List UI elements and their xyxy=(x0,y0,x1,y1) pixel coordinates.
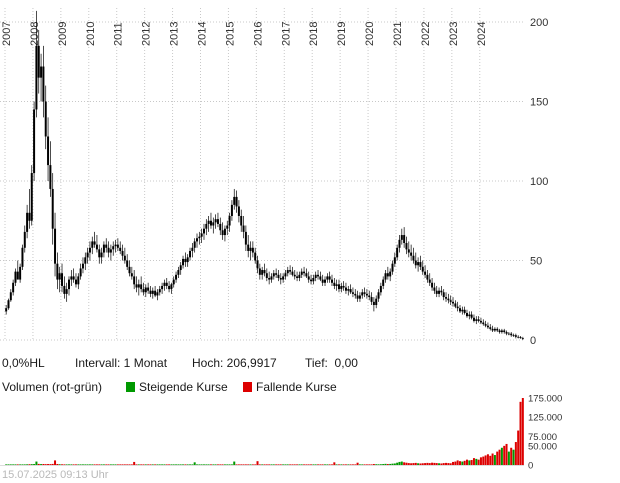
volume-legend: Volumen (rot-grün) Steigende Kurse Falle… xyxy=(0,380,620,396)
svg-text:2019: 2019 xyxy=(336,22,348,46)
svg-text:0: 0 xyxy=(530,335,536,347)
svg-text:2008: 2008 xyxy=(29,22,41,46)
chart-info-bar: 0,0%HL Intervall: 1 Monat Hoch: 206,9917… xyxy=(0,356,620,372)
change-percent-label: 0,0%HL xyxy=(2,356,45,370)
svg-text:2022: 2022 xyxy=(420,22,432,46)
svg-text:175.000: 175.000 xyxy=(528,394,562,405)
svg-text:2023: 2023 xyxy=(448,22,460,46)
svg-text:2010: 2010 xyxy=(85,22,97,46)
x-axis-year-labels: 2007 2008 2009 2010 2011 2012 2013 2014 2015 2016… xyxy=(1,22,488,46)
svg-text:2015: 2015 xyxy=(224,22,236,46)
svg-text:125.000: 125.000 xyxy=(528,413,562,424)
rising-legend-label: Steigende Kurse xyxy=(139,380,228,394)
svg-text:2016: 2016 xyxy=(252,22,264,46)
timestamp-label: 15.07.2025 09:13 Uhr xyxy=(2,469,109,481)
svg-text:2013: 2013 xyxy=(169,22,181,46)
grid-layer xyxy=(0,8,524,341)
high-value-label: Hoch: 206,9917 xyxy=(192,356,277,370)
falling-legend-label: Fallende Kurse xyxy=(256,380,337,394)
svg-text:2007: 2007 xyxy=(1,22,13,46)
rising-color-swatch xyxy=(126,382,135,392)
svg-text:2021: 2021 xyxy=(392,22,404,46)
svg-text:50.000: 50.000 xyxy=(528,441,557,452)
svg-text:2018: 2018 xyxy=(308,22,320,46)
svg-text:150: 150 xyxy=(530,97,548,109)
svg-text:0: 0 xyxy=(528,461,533,472)
svg-text:200: 200 xyxy=(530,17,548,29)
interval-label: Intervall: 1 Monat xyxy=(75,356,168,370)
low-value-label: Tief: 0,00 xyxy=(305,356,358,370)
svg-text:2009: 2009 xyxy=(57,22,69,46)
candlestick-series xyxy=(5,10,524,340)
svg-text:2017: 2017 xyxy=(280,22,292,46)
svg-text:2011: 2011 xyxy=(113,22,125,46)
svg-text:75.000: 75.000 xyxy=(528,432,557,443)
svg-text:2014: 2014 xyxy=(196,22,208,46)
volume-legend-title: Volumen (rot-grün) xyxy=(2,380,103,394)
price-axis-labels: 0 50 100 150 200 xyxy=(530,17,548,347)
svg-text:100: 100 xyxy=(530,176,548,188)
svg-text:2024: 2024 xyxy=(476,22,488,46)
volume-bars xyxy=(0,398,524,466)
falling-color-swatch xyxy=(243,382,252,392)
svg-text:2012: 2012 xyxy=(141,22,153,46)
svg-text:50: 50 xyxy=(530,256,542,268)
svg-text:2020: 2020 xyxy=(364,22,376,46)
